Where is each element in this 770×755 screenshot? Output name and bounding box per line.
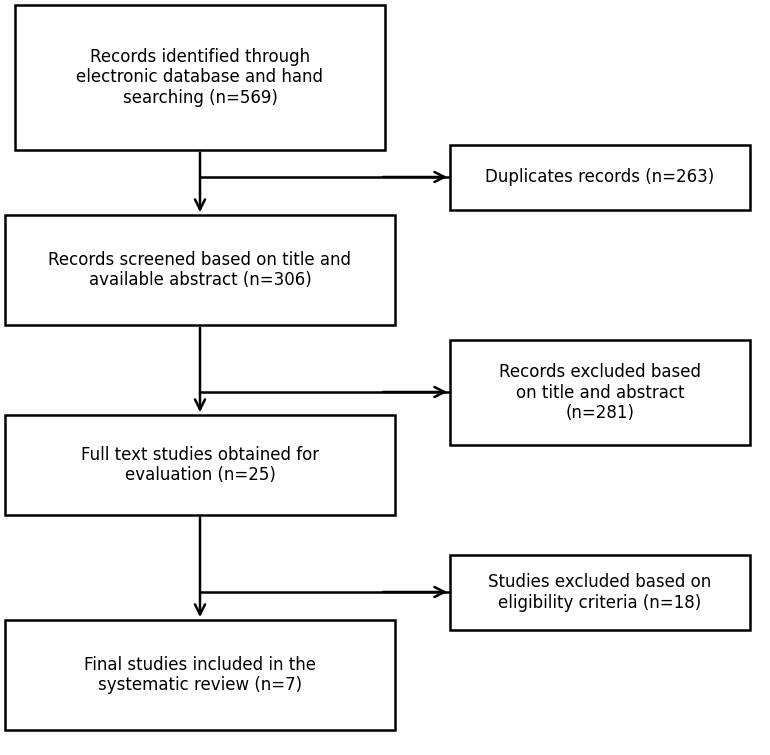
Text: Records identified through
electronic database and hand
searching (n=569): Records identified through electronic da… [76,48,323,107]
Bar [15,5,385,150]
Bar [5,620,395,730]
Text: Full text studies obtained for
evaluation (n=25): Full text studies obtained for evaluatio… [81,445,319,485]
Text: Records excluded based
on title and abstract
(n=281): Records excluded based on title and abst… [499,362,701,422]
Bar [5,215,395,325]
Bar [450,145,750,210]
Text: Records screened based on title and
available abstract (n=306): Records screened based on title and avai… [49,251,351,289]
Bar [450,340,750,445]
Text: Studies excluded based on
eligibility criteria (n=18): Studies excluded based on eligibility cr… [488,573,711,612]
Bar [5,415,395,515]
Text: Duplicates records (n=263): Duplicates records (n=263) [485,168,715,186]
Bar [450,555,750,630]
Text: Final studies included in the
systematic review (n=7): Final studies included in the systematic… [84,655,316,695]
